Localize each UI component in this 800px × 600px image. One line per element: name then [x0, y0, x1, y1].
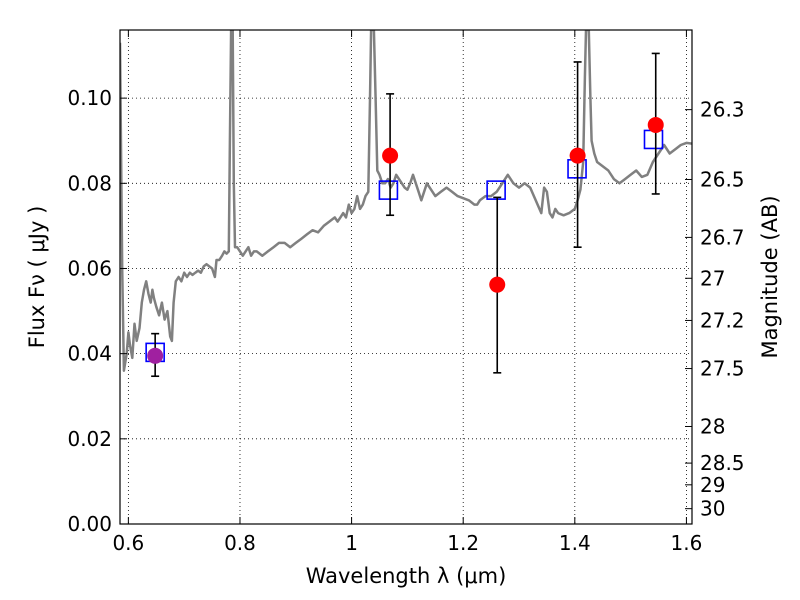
x-tick-label: 0.6	[112, 531, 144, 555]
y-tick-label: 0.02	[67, 427, 112, 451]
observed-point	[647, 116, 664, 133]
plot-area	[120, 30, 692, 372]
spectrum-line	[120, 30, 692, 372]
observed-point	[489, 276, 506, 293]
y2-tick-label: 27.2	[700, 308, 745, 332]
y2-tick-label: 30	[700, 497, 725, 521]
data-points	[145, 52, 664, 378]
observed-point	[147, 347, 164, 364]
plot-background	[120, 30, 692, 524]
y-axis-title: Flux Fν ( μJy )	[25, 206, 49, 349]
y2-tick-label: 28	[700, 414, 725, 438]
y-tick-label: 0.04	[67, 342, 112, 366]
y-tick-label: 0.08	[67, 171, 112, 195]
y2-tick-label: 27.5	[700, 357, 745, 381]
y2-axis-title: Magnitude (AB)	[758, 195, 782, 358]
observed-point	[382, 147, 399, 164]
y2-tick-label: 26.5	[700, 167, 745, 191]
y-tick-label: 0.10	[67, 86, 112, 110]
x-tick-label: 1.4	[559, 531, 591, 555]
x-tick-label: 0.8	[224, 531, 256, 555]
axis-ticks: 0.6 0.8 1 1.2 1.4 1.6 0.00 0.02 0.04 0.06 0.08 0.10…	[67, 30, 745, 555]
y-tick-label: 0.00	[67, 512, 112, 536]
x-axis-title: Wavelength λ (μm)	[306, 564, 507, 588]
x-tick-label: 1	[345, 531, 358, 555]
model-square-marker	[378, 180, 399, 200]
y2-tick-label: 26.3	[700, 98, 745, 122]
y2-tick-label: 26.7	[700, 225, 745, 249]
y2-tick-label: 27	[700, 266, 725, 290]
y-tick-label: 0.06	[67, 256, 112, 280]
observed-point	[569, 147, 586, 164]
x-tick-label: 1.6	[671, 531, 703, 555]
plot-frame	[119, 29, 693, 525]
y2-tick-label: 29	[700, 473, 725, 497]
y2-tick-label: 28.5	[700, 451, 745, 475]
x-tick-label: 1.2	[447, 531, 479, 555]
model-square-marker	[486, 180, 506, 200]
